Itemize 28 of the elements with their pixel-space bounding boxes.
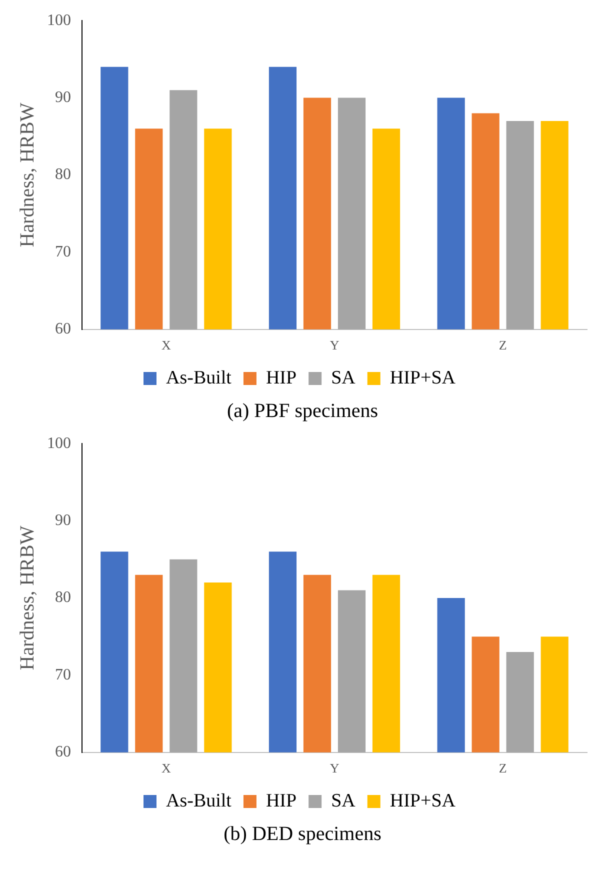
x-tick-label: Y bbox=[330, 760, 340, 776]
y-tick-label: 70 bbox=[55, 666, 71, 684]
y-tick-label: 70 bbox=[55, 243, 71, 260]
y-tick-label: 60 bbox=[55, 320, 71, 338]
text: (b) DED specimens bbox=[222, 823, 382, 846]
x-tick-label: X bbox=[161, 760, 172, 776]
legend-label: SA bbox=[331, 790, 356, 812]
legend-label: HIP bbox=[266, 790, 297, 812]
y-axis-title: Hardness, HRBW bbox=[16, 526, 38, 670]
y-tick-label: 90 bbox=[55, 89, 71, 106]
y-axis-title: Hardness, HRBW bbox=[16, 102, 38, 248]
y-tick-label: 90 bbox=[55, 512, 71, 530]
y-tick-label: 100 bbox=[47, 12, 71, 29]
legend-label: HIP+SA bbox=[390, 367, 456, 388]
x-tick-label: Z bbox=[498, 760, 507, 776]
legend-label: As-Built bbox=[166, 367, 232, 388]
legend-label: HIP bbox=[266, 367, 297, 388]
x-tick-label: Y bbox=[330, 338, 340, 353]
y-tick-label: 80 bbox=[55, 589, 71, 606]
y-tick-label: 80 bbox=[55, 166, 71, 184]
x-tick-label: Z bbox=[498, 338, 507, 353]
text: (a) PBF specimens bbox=[226, 400, 380, 423]
y-tick-label: 100 bbox=[47, 434, 71, 452]
y-tick-label: 60 bbox=[55, 744, 71, 761]
legend-label: As-Built bbox=[166, 790, 232, 812]
legend-label: SA bbox=[331, 367, 356, 388]
x-tick-label: X bbox=[161, 338, 172, 353]
legend-label: HIP+SA bbox=[390, 790, 456, 812]
